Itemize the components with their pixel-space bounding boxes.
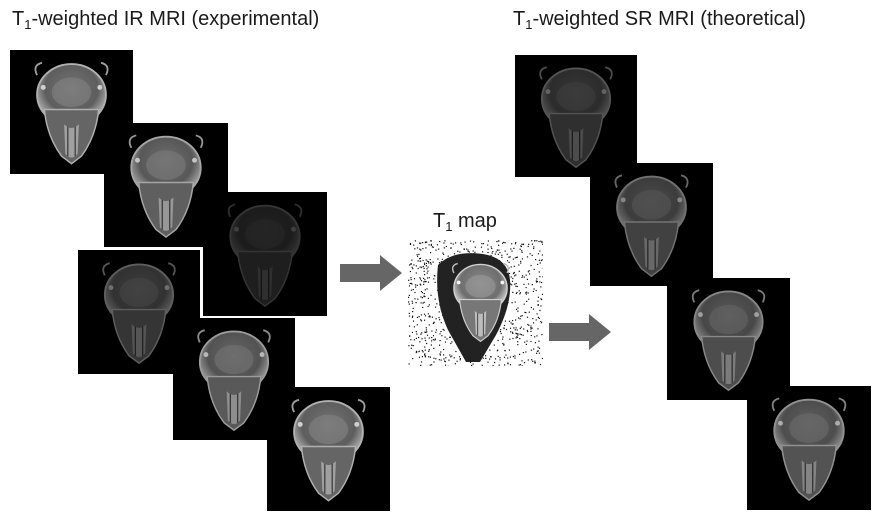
sr-mri-image-1: [515, 55, 637, 177]
mri-scan-graphic: [614, 174, 689, 278]
mri-scan-graphic: [227, 203, 303, 308]
ir-mri-image-3: [203, 192, 327, 316]
mri-scan-graphic: [539, 66, 613, 169]
sr-mri-image-3: [667, 278, 790, 400]
sr-mri-image-2: [590, 163, 713, 286]
mri-scan-graphic: [691, 289, 766, 392]
right-arrow-icon: [549, 314, 611, 350]
t1-map-graphic: [408, 240, 543, 366]
theoretical-title: T1-weighted SR MRI (theoretical): [513, 8, 806, 32]
mri-scan-graphic: [771, 397, 847, 502]
t1-map-title: T1 map: [433, 210, 497, 234]
right-arrow-icon: [340, 255, 402, 291]
experimental-title: T1-weighted IR MRI (experimental): [12, 8, 320, 32]
t1-map-image: [408, 240, 543, 366]
ir-mri-image-6: [267, 387, 390, 511]
mri-scan-graphic: [291, 398, 366, 502]
sr-mri-image-4: [747, 386, 871, 510]
